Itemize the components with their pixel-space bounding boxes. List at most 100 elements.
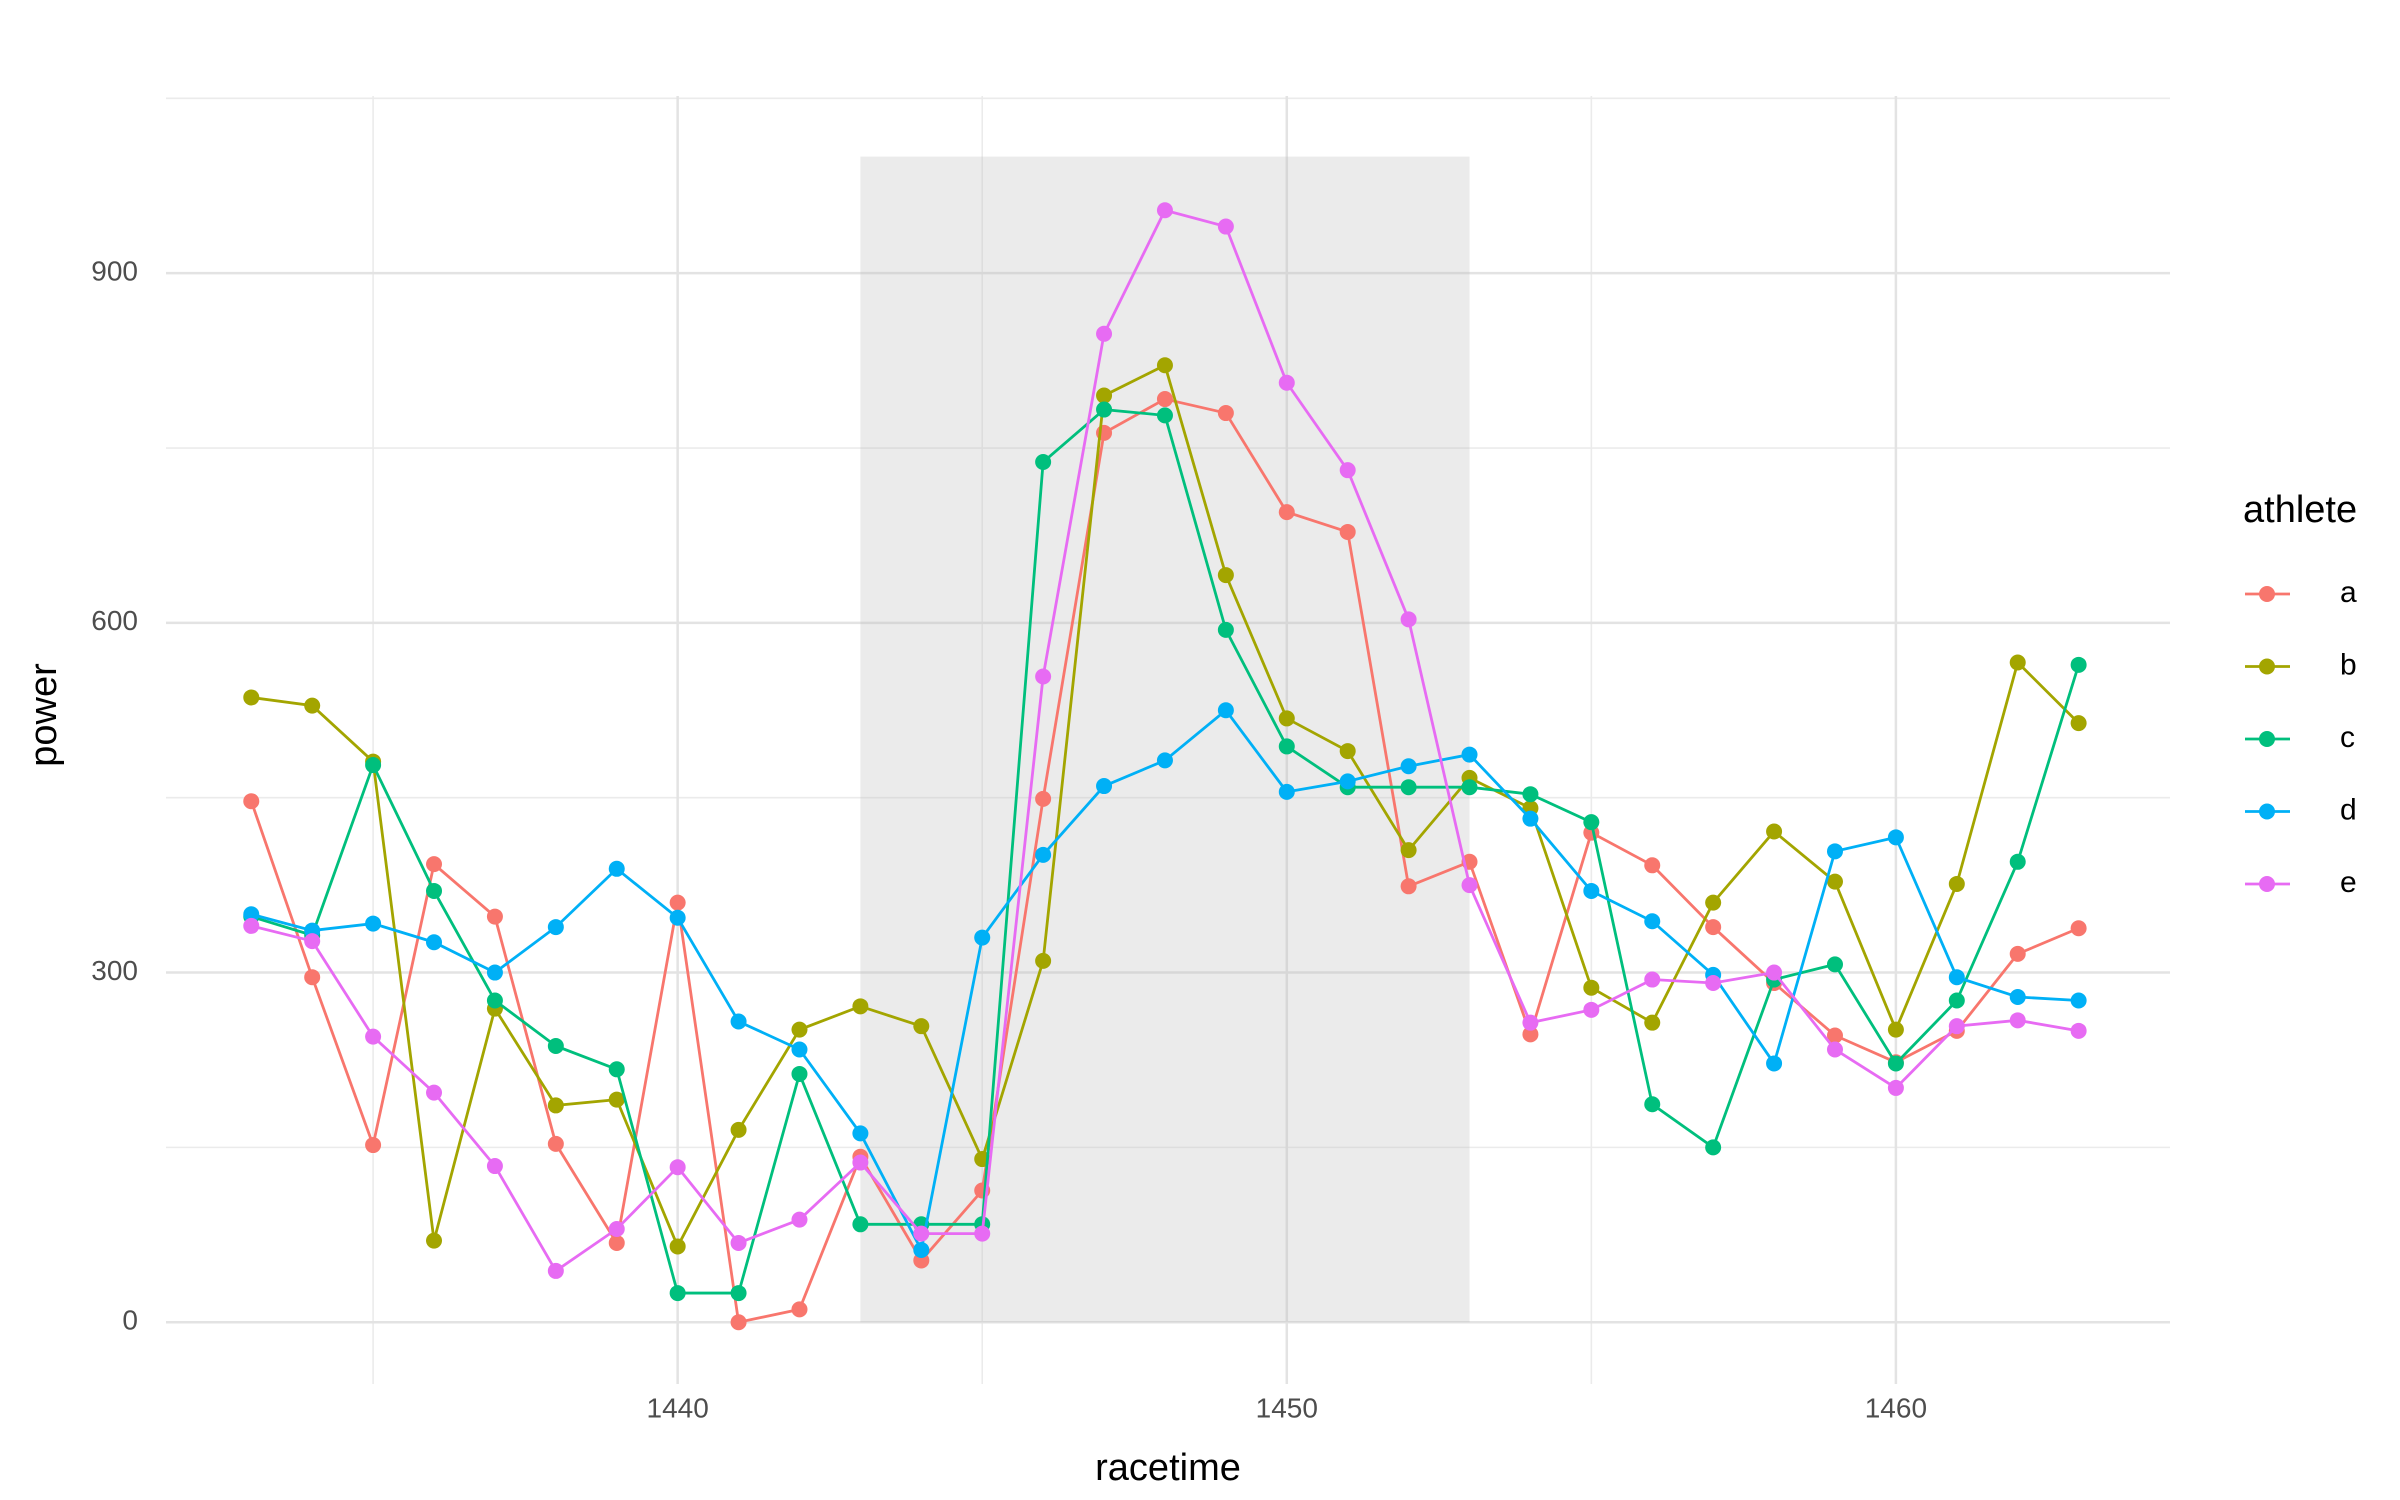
data-point <box>1035 790 1052 807</box>
data-point <box>547 919 564 936</box>
data-point <box>1826 843 1843 860</box>
data-point <box>1156 357 1173 374</box>
data-point <box>1948 875 1965 892</box>
data-point <box>1644 971 1661 988</box>
data-point <box>669 894 686 911</box>
data-point <box>304 969 321 986</box>
y-tick-label: 0 <box>122 1305 138 1336</box>
data-point <box>1400 842 1417 859</box>
data-point <box>1217 702 1234 719</box>
data-point <box>1826 956 1843 973</box>
legend-marker <box>2259 658 2275 675</box>
data-point <box>1217 218 1234 235</box>
data-point <box>547 1097 564 1114</box>
data-point <box>608 1234 625 1251</box>
data-point <box>1948 1018 1965 1035</box>
data-point <box>486 964 503 981</box>
data-point <box>669 909 686 926</box>
data-point <box>1583 882 1600 899</box>
data-point <box>791 1021 808 1038</box>
data-point <box>2009 853 2026 870</box>
legend-label: a <box>2340 576 2357 609</box>
data-point <box>608 860 625 877</box>
data-point <box>2070 992 2087 1009</box>
data-point <box>1339 523 1356 540</box>
data-point <box>1461 746 1478 763</box>
x-tick-label: 1460 <box>1865 1392 1927 1423</box>
data-point <box>547 1037 564 1054</box>
data-point <box>1826 873 1843 890</box>
data-point <box>2009 1012 2026 1029</box>
data-point <box>669 1238 686 1255</box>
data-point <box>1644 1014 1661 1031</box>
data-point <box>426 882 443 899</box>
data-point <box>243 793 260 810</box>
data-point <box>1096 401 1113 418</box>
data-point <box>486 992 503 1009</box>
data-point <box>730 1234 747 1251</box>
data-point <box>1096 778 1113 795</box>
data-point <box>547 1262 564 1279</box>
data-point <box>2070 715 2087 732</box>
data-point <box>730 1314 747 1331</box>
data-point <box>1278 738 1295 755</box>
data-point <box>304 697 321 714</box>
legend-title: athlete <box>2243 489 2357 531</box>
data-point <box>608 1220 625 1237</box>
data-point <box>791 1041 808 1058</box>
data-point <box>1156 391 1173 408</box>
data-point <box>730 1121 747 1138</box>
data-point <box>2009 654 2026 671</box>
legend-marker <box>2259 876 2275 892</box>
data-point <box>1096 387 1113 404</box>
data-point <box>486 1158 503 1175</box>
data-point <box>1156 407 1173 424</box>
data-point <box>1887 1021 1904 1038</box>
x-axis-title: racetime <box>1095 1447 1241 1489</box>
data-point <box>791 1301 808 1318</box>
data-point <box>1766 823 1783 840</box>
x-tick-label: 1440 <box>647 1392 709 1423</box>
data-point <box>1278 783 1295 800</box>
data-point <box>1583 979 1600 996</box>
data-point <box>1522 810 1539 827</box>
data-point <box>1948 969 1965 986</box>
data-point <box>243 917 260 934</box>
data-point <box>1826 1027 1843 1044</box>
data-point <box>669 1159 686 1176</box>
y-axis-title: power <box>23 663 65 767</box>
data-point <box>1705 975 1722 992</box>
data-point <box>2009 945 2026 962</box>
data-point <box>1339 773 1356 790</box>
y-tick-label: 600 <box>91 605 138 636</box>
data-point <box>1400 878 1417 895</box>
data-point <box>1278 374 1295 391</box>
legend-marker <box>2259 803 2275 820</box>
data-point <box>2070 656 2087 673</box>
data-point <box>1035 846 1052 863</box>
data-point <box>1826 1041 1843 1058</box>
data-point <box>1522 786 1539 803</box>
data-point <box>1035 454 1052 471</box>
data-point <box>730 1013 747 1030</box>
highlight-region <box>860 156 1470 1323</box>
data-point <box>791 1211 808 1228</box>
data-point <box>365 1137 382 1154</box>
data-point <box>974 929 991 946</box>
data-point <box>1156 752 1173 769</box>
data-point <box>608 1091 625 1108</box>
data-point <box>365 757 382 774</box>
y-tick-label: 900 <box>91 256 138 287</box>
data-point <box>1766 1055 1783 1072</box>
data-point <box>1705 1139 1722 1156</box>
data-point <box>791 1065 808 1082</box>
data-point <box>1400 779 1417 796</box>
data-point <box>608 1061 625 1078</box>
data-point <box>1217 405 1234 422</box>
data-point <box>1705 894 1722 911</box>
data-point <box>1766 964 1783 981</box>
data-point <box>913 1241 930 1258</box>
data-point <box>2070 920 2087 937</box>
data-point <box>1644 857 1661 874</box>
data-point <box>730 1285 747 1302</box>
